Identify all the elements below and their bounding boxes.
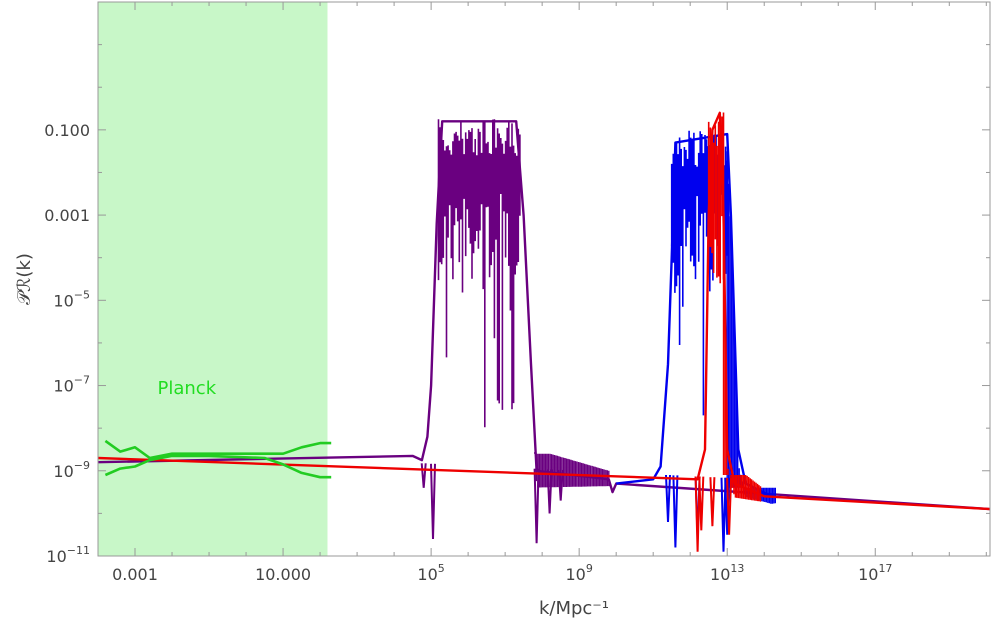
series-1-dip-3 [720,477,727,552]
series-2 [97,111,991,552]
y-tick-label: 10−11 [46,544,90,566]
series-lines [97,111,991,552]
plot-border [97,1,991,557]
y-tick-label: 10−9 [53,459,90,481]
series-0-dip-3 [546,469,553,514]
x-tick-label: 0.001 [112,565,158,584]
series-2-dip-3 [726,477,733,535]
y-tick-label: 0.100 [44,121,90,140]
series-0 [97,119,991,544]
x-axis-label: k/Mpc⁻¹ [539,598,609,619]
series-0-envelope [97,120,991,511]
series-0-dip-0 [420,463,427,488]
planck-lower-line [104,454,332,479]
x-tick-label: 105 [417,562,444,584]
x-tick-label: 109 [565,562,592,584]
plot-frame [97,1,991,557]
y-axis-ticks: 0.100 0.001 10−5 10−7 10−9 10−11 [44,1,990,566]
series-2-oscillation [707,112,725,284]
x-axis-ticks: 0.001 10.000 105 109 1013 1017 [97,2,987,584]
series-2-dip-1 [698,476,705,531]
y-tick-label: 10−5 [53,288,90,310]
series-0-dip-1 [430,463,436,540]
y-tick-label: 0.001 [44,206,90,225]
series-1-dip-0 [665,474,671,522]
series-2-dip-0 [694,476,701,552]
planck-shaded-rect [98,2,328,556]
series-0-tail [534,452,610,488]
planck-shaded-region [98,2,328,556]
x-tick-label: 10.000 [255,565,311,584]
series-1-envelope [616,132,773,498]
series-1-dip-1 [672,475,679,548]
series-0-oscillation [437,119,521,428]
x-tick-label: 1017 [858,562,892,584]
y-tick-label: 10−7 [53,374,90,396]
x-tick-label: 1013 [710,562,744,584]
planck-band-lines [104,439,332,479]
series-0-dip-2 [533,468,540,544]
series-0-dip-4 [557,469,564,501]
series-2-dip-2 [709,477,716,527]
planck-upper-line [104,439,332,460]
y-axis-label: 𝒫ℛ(k) [14,253,35,305]
planck-annotation: Planck [158,378,217,399]
